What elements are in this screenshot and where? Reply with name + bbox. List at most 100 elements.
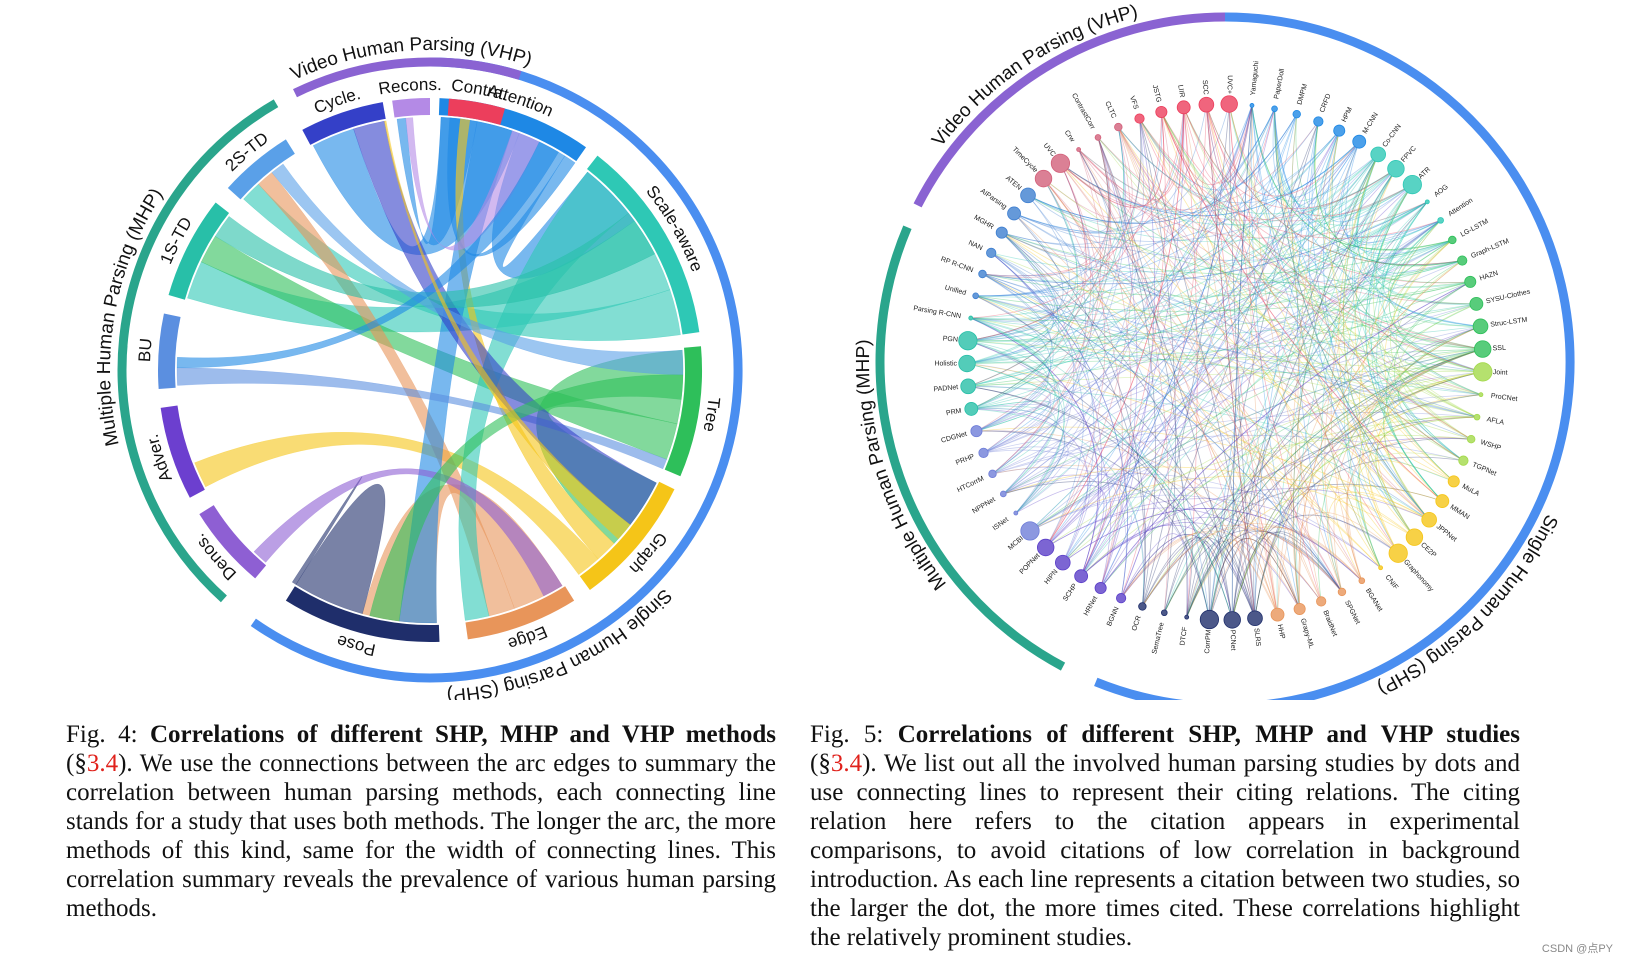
citation-line [1209,348,1483,620]
study-dot [995,226,1008,239]
study-label: PADNet [933,384,958,393]
citation-line [1043,178,1482,396]
citation-line [971,408,1144,607]
study-dot [1337,587,1347,597]
citation-line [1231,514,1399,620]
citation-line [982,273,1478,418]
citation-line [970,317,1065,514]
citation-line [1013,213,1301,610]
citation-line [1254,438,1472,619]
citation-line [992,465,1322,602]
study-label: PaperDoll [1273,68,1286,100]
citation-line [1183,107,1397,210]
citation-line [1311,130,1360,205]
study-label: PRM [946,408,963,418]
citation-line [1298,260,1463,609]
citation-line [975,281,1471,312]
citation-line [970,317,1099,577]
citation-line [1001,232,1075,514]
citation-line [1027,107,1185,223]
study-dot [1249,103,1255,108]
citation-line [1003,466,1415,538]
citation-line [1078,149,1322,602]
citation-line [992,127,1127,475]
figure-4-caption: Fig. 4: Correlations of different SHP, M… [66,720,776,923]
citation-line [970,141,1360,319]
study-dot [1074,569,1089,584]
caption-title: Correlations of different SHP, MHP and V… [897,721,1520,748]
citation-line [1013,113,1298,234]
citation-line [1080,154,1379,577]
study-dot [1424,199,1430,205]
citation-line [967,281,1471,342]
citation-line [982,273,1381,569]
citation-line [1013,213,1441,261]
citation-line [1308,121,1399,554]
citation-line [1015,154,1379,514]
citation-line [968,201,1428,387]
citation-line [1209,168,1397,620]
citation-line [970,220,1441,319]
citation-line [967,340,1049,432]
citation-line [968,371,1483,387]
study-dot [1036,538,1055,557]
study-dot [1271,105,1278,113]
citation-line [966,252,1054,364]
citation-line [1314,121,1463,267]
chord-23 [384,120,631,540]
citation-line [1045,168,1397,548]
citation-line [1163,371,1483,613]
citation-line [982,252,1059,295]
citation-line [982,260,1463,297]
citation-line [1231,531,1343,620]
citation-line [1139,113,1298,191]
caption-paren: (§ [810,750,831,777]
study-label: JPPNet [1435,523,1458,543]
study-dot [1220,95,1238,113]
citation-line [1027,149,1109,232]
study-label: ATEN [1004,175,1022,192]
section-reference-link[interactable]: 3.4 [830,750,863,777]
citation-line [1365,184,1443,502]
citation-line [1120,104,1207,599]
section-reference-link[interactable]: 3.4 [86,750,119,777]
citation-line [991,201,1428,273]
study-label: NAN [967,240,983,253]
study-dot [978,447,989,458]
chord-9 [194,431,599,576]
citation-line [1274,108,1463,266]
citation-line [1231,168,1397,620]
citation-line [1062,508,1363,582]
citation-line [1209,154,1379,620]
citation-line [1251,105,1343,593]
citation-line [983,127,1126,454]
citation-line [967,252,1054,342]
study-label: OCR [1131,615,1143,632]
study-dot [1421,511,1437,528]
study-dot [1094,134,1102,141]
citation-line [1352,154,1455,482]
citation-line [1062,239,1453,563]
citation-line [1377,201,1464,461]
citation-line [992,105,1253,475]
citation-line [971,163,1087,410]
citation-line [1001,178,1086,257]
citation-line [1209,527,1363,620]
citation-line [1100,325,1481,589]
citation-line [992,466,1210,620]
study-dot [1388,543,1408,563]
citation-line [971,408,1066,514]
citation-line [966,178,1078,364]
citation-line [1341,141,1453,255]
study-dot [1020,187,1036,204]
citation-line [1142,416,1478,607]
citation-line [1139,118,1176,613]
citation-line [1043,178,1278,615]
citation-line [1205,104,1463,265]
citation-line [1001,232,1146,607]
citation-line [1139,107,1188,189]
study-dot [958,331,978,351]
citation-line [1045,184,1413,548]
citation-line [1117,126,1399,554]
citation-line [976,108,1275,432]
